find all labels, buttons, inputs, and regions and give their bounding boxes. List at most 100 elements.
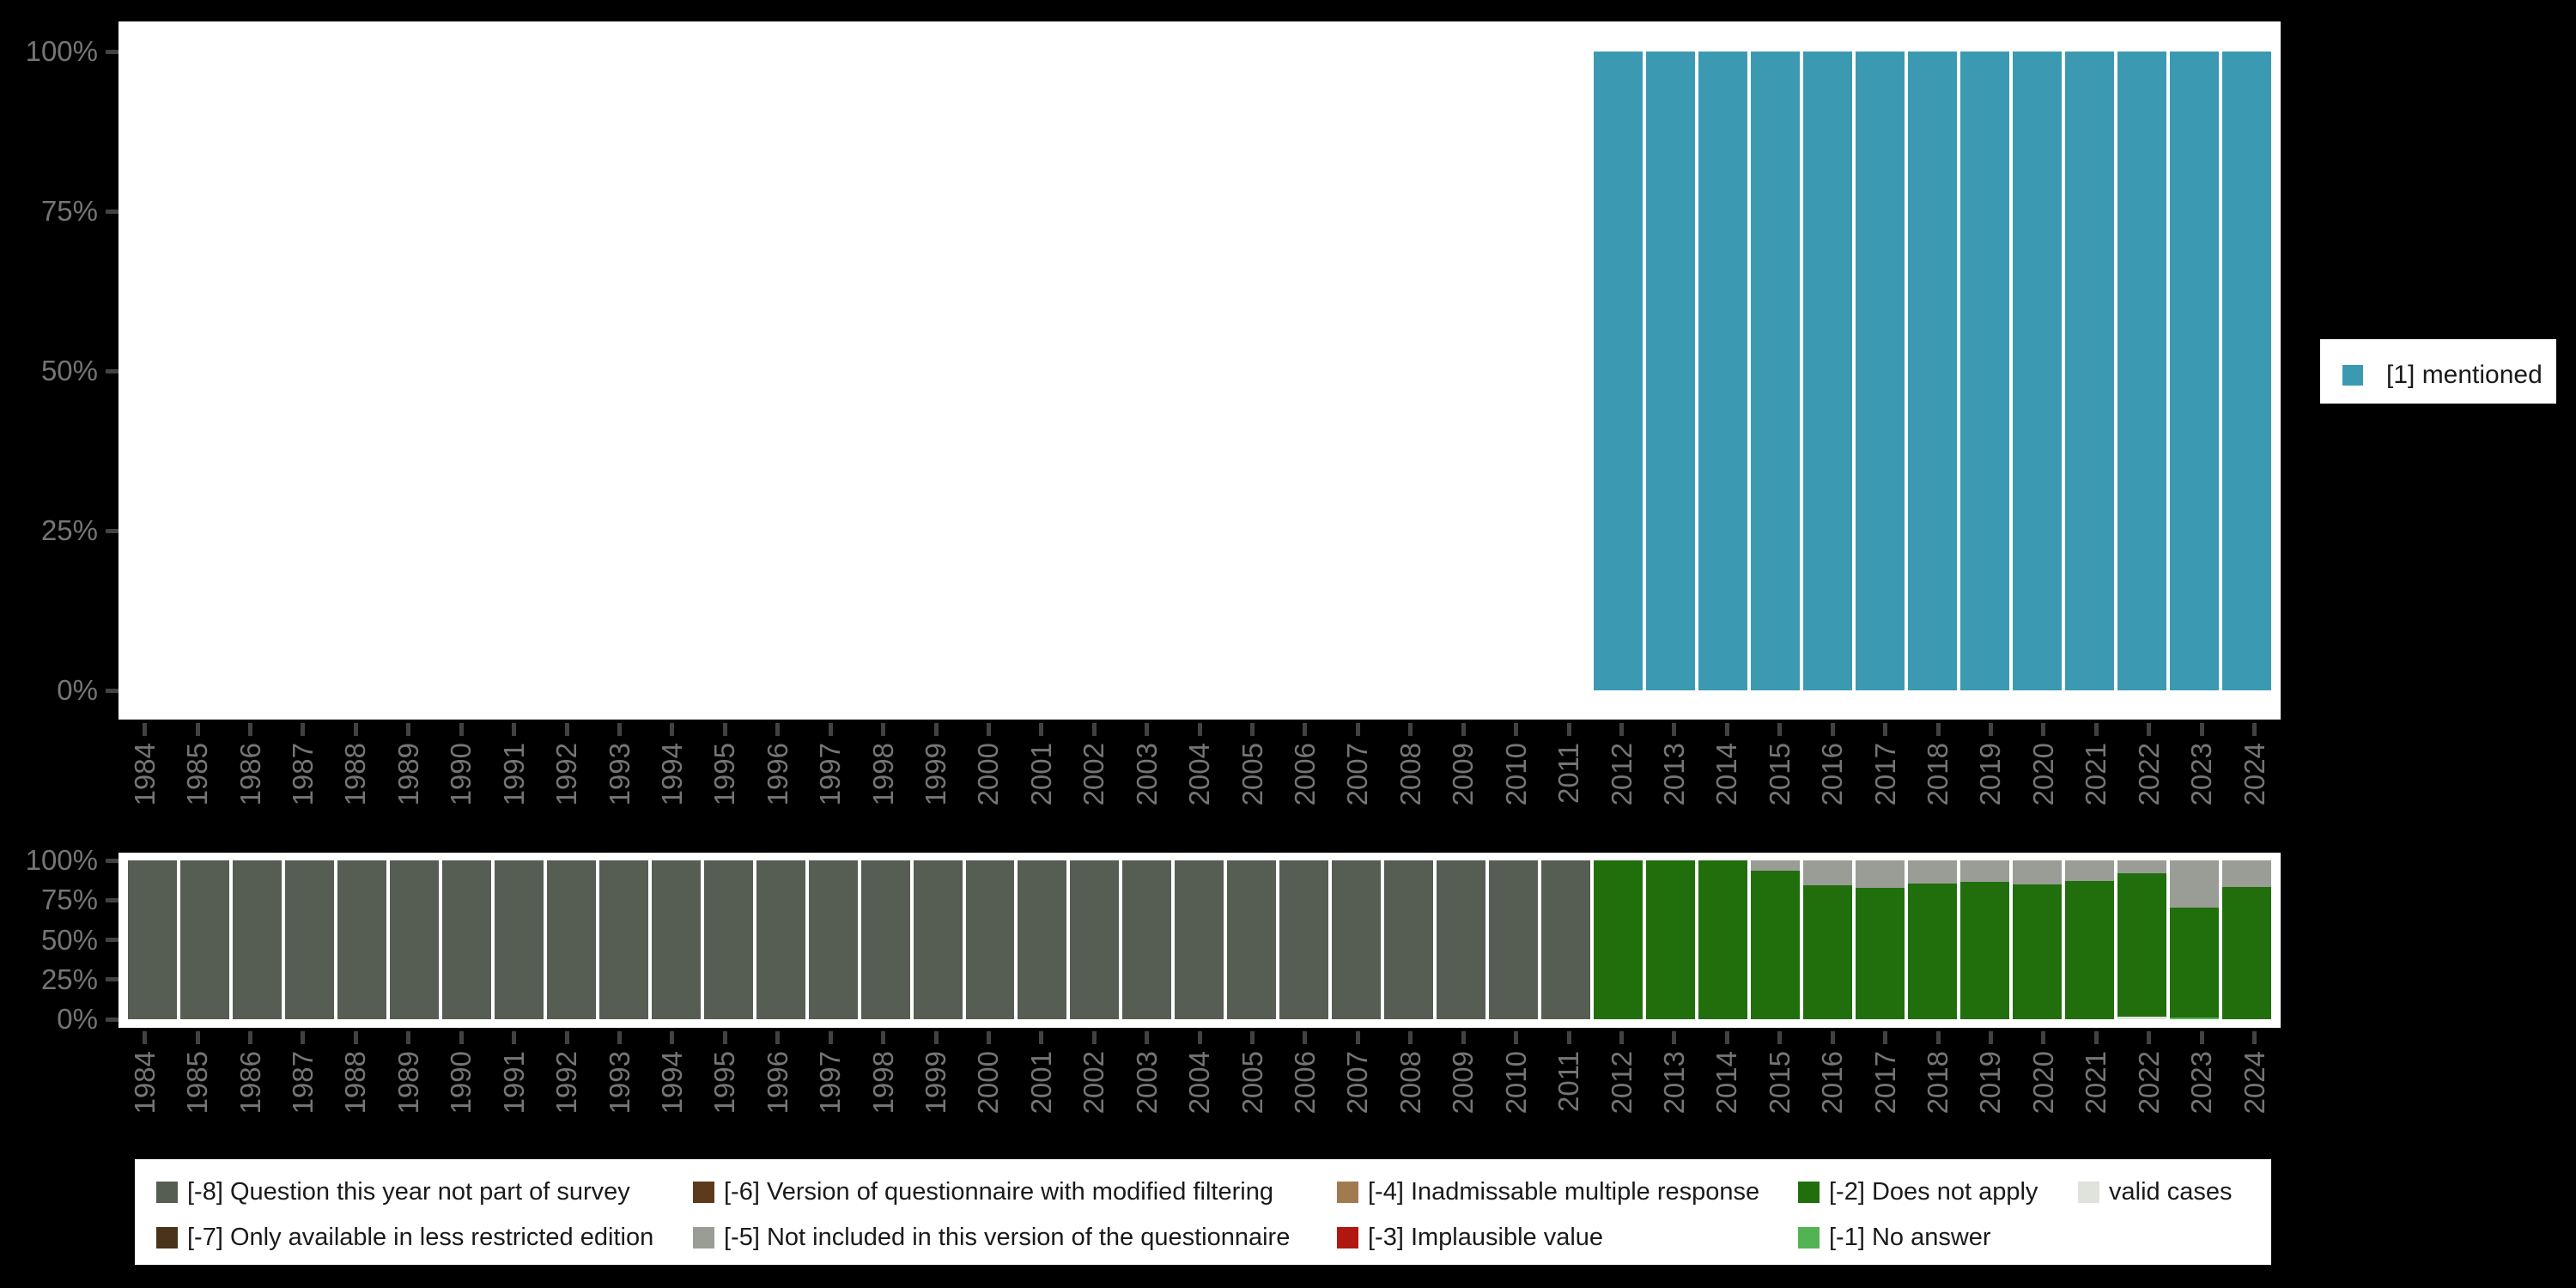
- bar-1984: [128, 52, 177, 690]
- bar-2003: [1122, 860, 1172, 1019]
- bar-1986: [233, 52, 282, 690]
- x-tick-slot: [276, 723, 329, 736]
- legend-label: [-3] Implausible value: [1368, 1224, 1604, 1251]
- x-tick-mark: [1145, 723, 1150, 736]
- x-tick-slot: [1965, 1031, 2017, 1044]
- x-tick-mark: [1935, 1031, 1941, 1044]
- x-tick-mark: [1091, 1031, 1097, 1044]
- x-axis-label: 2006: [1288, 1051, 1321, 1115]
- top-x-ticks: [118, 723, 2281, 736]
- bar-segment: [1907, 52, 1957, 690]
- x-label-slot: 1987: [276, 1051, 329, 1145]
- bar-segment: [1803, 860, 1852, 885]
- bar-1995: [704, 52, 753, 690]
- bar-2022: [2117, 52, 2166, 690]
- x-tick-mark: [1672, 723, 1677, 736]
- bar-2011: [1541, 52, 1590, 690]
- x-label-slot: 1999: [909, 1051, 962, 1145]
- x-axis-label: 1997: [814, 743, 847, 806]
- x-label-slot: 1984: [118, 743, 171, 837]
- legend-item: [-6] Version of questionnaire with modif…: [693, 1178, 1273, 1206]
- bar-2007: [1332, 52, 1381, 690]
- x-axis-label: 2015: [1763, 743, 1795, 806]
- x-axis-label: 2008: [1394, 1051, 1426, 1115]
- x-axis-label: 2011: [1552, 1051, 1585, 1112]
- bar-segment: [1489, 860, 1539, 1019]
- bar-segment: [284, 860, 334, 1019]
- bottom-bars: [126, 860, 2273, 1019]
- bar-2001: [1018, 860, 1067, 1019]
- x-tick-slot: [1648, 723, 1700, 736]
- bar-segment: [1384, 860, 1434, 1019]
- legend-item: [-3] Implausible value: [1337, 1224, 1603, 1252]
- bar-2007: [1332, 860, 1382, 1019]
- x-tick-mark: [1303, 1031, 1308, 1044]
- x-tick-slot: [909, 1031, 962, 1044]
- y-axis-label: 25%: [40, 514, 98, 546]
- y-tick-mark: [106, 977, 118, 982]
- bar-1984: [128, 860, 177, 1019]
- x-tick-slot: [804, 723, 856, 736]
- bar-segment: [1122, 860, 1172, 1019]
- x-tick-mark: [881, 723, 886, 736]
- bottom-plot-area: [118, 853, 2281, 1028]
- x-label-slot: 1994: [646, 1051, 698, 1145]
- x-label-slot: 1985: [171, 1051, 223, 1145]
- bar-segment: [494, 860, 544, 1019]
- bar-2016: [1803, 52, 1852, 690]
- legend-item: [1] mentioned: [2342, 361, 2543, 390]
- x-tick-mark: [881, 1031, 886, 1044]
- x-tick-slot: [1701, 723, 1753, 736]
- bar-segment: [1594, 52, 1643, 690]
- x-tick-mark: [1461, 1031, 1466, 1044]
- top-bars: [126, 52, 2273, 690]
- bar-segment: [2169, 860, 2219, 908]
- x-tick-mark: [670, 723, 675, 736]
- x-tick-mark: [1091, 723, 1097, 736]
- missing-1-swatch-icon: [1798, 1227, 1820, 1249]
- x-label-slot: 2004: [1173, 1051, 1225, 1145]
- x-axis-label: 1987: [286, 743, 319, 806]
- legend-label: [-2] Does not apply: [1829, 1178, 2038, 1206]
- x-tick-mark: [195, 1031, 200, 1044]
- x-tick-mark: [1777, 1031, 1783, 1044]
- bar-segment: [1959, 881, 2009, 1019]
- y-axis-label: 25%: [40, 963, 98, 995]
- x-tick-slot: [330, 723, 382, 736]
- x-tick-mark: [2041, 1031, 2046, 1044]
- x-axis-label: 1995: [708, 1051, 741, 1115]
- x-label-slot: 1993: [593, 743, 646, 837]
- x-tick-slot: [699, 1031, 751, 1044]
- x-label-slot: 2008: [1384, 743, 1437, 837]
- x-tick-mark: [1514, 1031, 1519, 1044]
- x-tick-mark: [986, 723, 991, 736]
- bar-segment: [2117, 872, 2166, 1018]
- bar-1997: [808, 860, 858, 1019]
- x-tick-slot: [540, 1031, 592, 1044]
- x-tick-mark: [512, 1031, 517, 1044]
- bar-segment: [703, 860, 753, 1019]
- legend-label: [-1] No answer: [1829, 1224, 1991, 1251]
- x-tick-slot: [1384, 1031, 1437, 1044]
- bar-segment: [1751, 871, 1800, 1019]
- x-tick-mark: [564, 1031, 569, 1044]
- x-tick-mark: [2199, 723, 2204, 736]
- x-tick-slot: [1911, 723, 1964, 736]
- x-tick-mark: [195, 723, 200, 736]
- x-axis-label: 1987: [286, 1051, 319, 1115]
- bar-segment: [1279, 860, 1329, 1019]
- x-tick-mark: [1830, 723, 1835, 736]
- x-label-slot: 2019: [1965, 1051, 2017, 1145]
- x-tick-mark: [1566, 723, 1571, 736]
- x-axis-label: 2016: [1816, 743, 1849, 806]
- valid-cases-swatch-icon: [2078, 1182, 2099, 1203]
- x-tick-slot: [1332, 1031, 1384, 1044]
- x-label-slot: 2023: [2175, 743, 2227, 837]
- bar-segment: [1332, 860, 1382, 1019]
- bar-segment: [1070, 860, 1120, 1019]
- x-axis-label: 2002: [1078, 1051, 1110, 1115]
- bar-segment: [1541, 860, 1591, 1019]
- x-label-slot: 2018: [1911, 743, 1964, 837]
- legend-bottom: [-8] Question this year not part of surv…: [135, 1159, 2271, 1265]
- x-label-slot: 2003: [1121, 743, 1173, 837]
